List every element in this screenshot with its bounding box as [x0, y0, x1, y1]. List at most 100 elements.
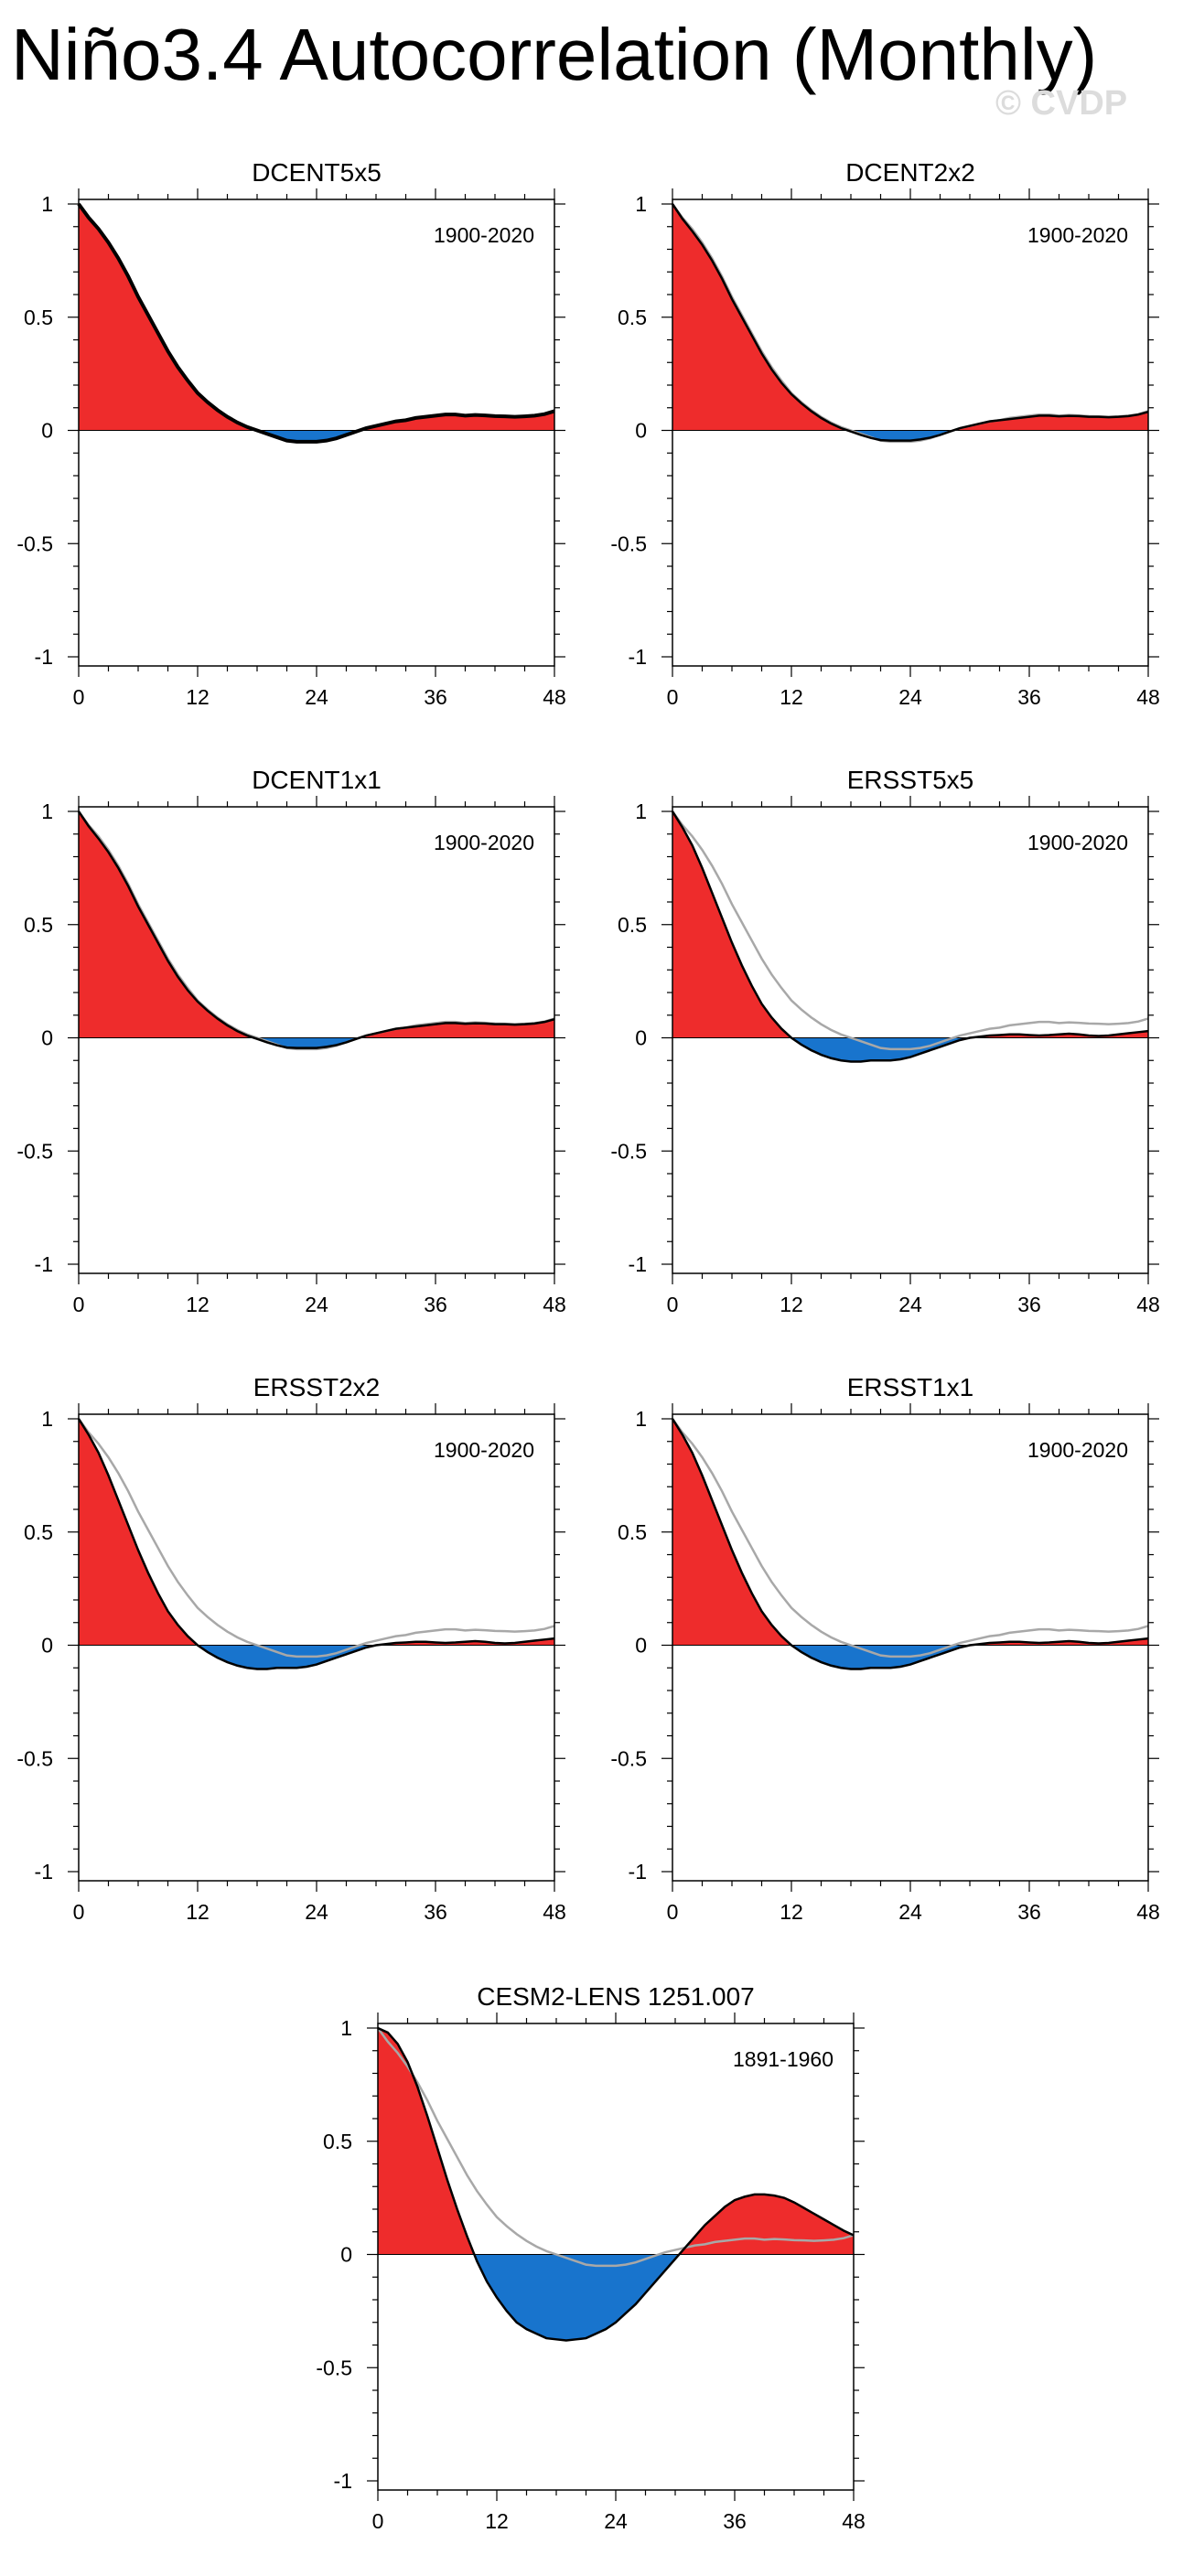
x-tick-label: 12 [186, 1293, 210, 1316]
y-tick-label: 0 [41, 1634, 53, 1658]
y-tick-label: 0 [635, 1634, 647, 1658]
y-tick-label: 0 [340, 2243, 352, 2267]
y-tick-label: 0.5 [24, 913, 53, 937]
y-tick-label: -1 [629, 1860, 647, 1884]
x-tick-label: 48 [543, 685, 566, 709]
x-tick-label: 0 [73, 1900, 85, 1924]
y-tick-label: 0.5 [618, 306, 647, 329]
series-line [77, 1418, 555, 1670]
x-tick-label: 48 [842, 2509, 866, 2533]
y-tick-label: 0 [41, 1026, 53, 1050]
panel-title: ERSST2x2 [253, 1373, 381, 1401]
y-tick-label: 0.5 [618, 913, 647, 937]
y-tick-label: 0 [635, 1026, 647, 1050]
x-tick-label: 12 [186, 685, 210, 709]
series-line [77, 202, 555, 444]
y-tick-label: 1 [635, 192, 647, 216]
x-tick-label: 12 [485, 2509, 509, 2533]
y-tick-label: 1 [41, 192, 53, 216]
y-tick-label: 1 [340, 2016, 352, 2040]
positive-area [672, 811, 1148, 1038]
x-tick-label: 48 [1136, 1900, 1160, 1924]
panel-title: DCENT1x1 [252, 766, 382, 794]
negative-area [672, 430, 1148, 441]
positive-area [79, 811, 554, 1038]
negative-area [79, 430, 554, 442]
negative-area [79, 1037, 554, 1048]
x-tick-label: 12 [780, 1293, 803, 1316]
page-title: Niño3.4 Autocorrelation (Monthly) [11, 14, 1098, 95]
panel-dcent2x2: DCENT2x2 0 12 24 36 48 1 0.5 0 -0.5 -1 1900-2020 [610, 158, 1159, 709]
panel-ersst2x2: ERSST2x2 0 12 24 36 48 1 0.5 0 -0.5 -1 1900-2020 [16, 1373, 565, 1924]
panel-title: CESM2-LENS 1251.007 [477, 1982, 755, 2011]
panel-title: DCENT5x5 [252, 158, 382, 187]
y-tick-label: -0.5 [610, 531, 647, 555]
y-tick-label: 0.5 [24, 306, 53, 329]
watermark-text: © CVDP [995, 84, 1128, 123]
y-tick-label: -0.5 [16, 1746, 53, 1770]
x-tick-label: 36 [424, 1900, 447, 1924]
panel-dcent1x1: DCENT1x1 0 12 24 36 48 1 0.5 0 -0.5 -1 1900-2020 [16, 766, 565, 1316]
x-tick-label: 48 [1136, 1293, 1160, 1316]
x-tick-label: 24 [305, 1900, 328, 1924]
panel-title: ERSST1x1 [847, 1373, 974, 1401]
positive-area [79, 204, 554, 431]
x-tick-label: 24 [604, 2509, 628, 2533]
x-tick-label: 0 [372, 2509, 384, 2533]
panel-cesm2-lens-1251-007: CESM2-LENS 1251.007 0 12 24 36 48 1 0.5 0 -0.5 -1 1… [316, 1982, 865, 2533]
period-label: 1900-2020 [434, 831, 534, 854]
positive-area [378, 2028, 854, 2255]
reference-line [376, 2027, 855, 2268]
x-tick-label: 0 [667, 1900, 679, 1924]
panel-ersst5x5: ERSST5x5 0 12 24 36 48 1 0.5 0 -0.5 -1 1900-2020 [610, 766, 1159, 1316]
period-label: 1891-1960 [733, 2047, 833, 2071]
x-tick-label: 36 [723, 2509, 747, 2533]
y-tick-label: -1 [629, 645, 647, 669]
x-tick-label: 0 [73, 685, 85, 709]
period-label: 1900-2020 [1027, 1438, 1128, 1462]
y-tick-label: -0.5 [16, 1139, 53, 1163]
x-tick-label: 24 [898, 1900, 922, 1924]
x-tick-label: 24 [898, 1293, 922, 1316]
y-tick-label: 1 [41, 1407, 53, 1431]
series-line [77, 810, 555, 1049]
x-tick-label: 12 [780, 1900, 803, 1924]
y-tick-label: -1 [35, 1252, 53, 1276]
y-tick-label: 1 [635, 800, 647, 823]
y-tick-label: -0.5 [610, 1746, 647, 1770]
y-tick-label: 1 [41, 800, 53, 823]
y-tick-label: 0.5 [323, 2130, 352, 2153]
series-line [377, 2026, 855, 2342]
panel-dcent5x5: DCENT5x5 0 12 24 36 48 1 0.5 0 -0.5 -1 1900-2020 [16, 158, 565, 709]
y-tick-label: 1 [635, 1407, 647, 1431]
y-tick-label: 0 [41, 419, 53, 443]
reference-line [77, 1418, 555, 1658]
panel-title: DCENT2x2 [845, 158, 975, 187]
positive-area [672, 1419, 1148, 1646]
x-tick-label: 48 [543, 1900, 566, 1924]
y-tick-label: -0.5 [610, 1139, 647, 1163]
panel-ersst1x1: ERSST1x1 0 12 24 36 48 1 0.5 0 -0.5 -1 1900-2020 [610, 1373, 1159, 1924]
negative-area [378, 2254, 854, 2341]
period-label: 1900-2020 [1027, 831, 1128, 854]
y-tick-label: -1 [35, 1860, 53, 1884]
x-tick-label: 36 [424, 1293, 447, 1316]
x-tick-label: 0 [667, 685, 679, 709]
positive-area [79, 1419, 554, 1646]
y-tick-label: -1 [35, 645, 53, 669]
x-tick-label: 48 [543, 1293, 566, 1316]
x-tick-label: 36 [1017, 685, 1041, 709]
y-tick-label: -0.5 [316, 2356, 352, 2379]
reference-line [671, 810, 1149, 1051]
y-tick-label: 0.5 [24, 1520, 53, 1544]
period-label: 1900-2020 [434, 223, 534, 247]
period-label: 1900-2020 [434, 1438, 534, 1462]
x-tick-label: 36 [424, 685, 447, 709]
x-tick-label: 12 [780, 685, 803, 709]
y-tick-label: -0.5 [16, 531, 53, 555]
x-tick-label: 36 [1017, 1293, 1041, 1316]
x-tick-label: 24 [898, 685, 922, 709]
panel-title: ERSST5x5 [847, 766, 974, 794]
positive-area [672, 204, 1148, 431]
